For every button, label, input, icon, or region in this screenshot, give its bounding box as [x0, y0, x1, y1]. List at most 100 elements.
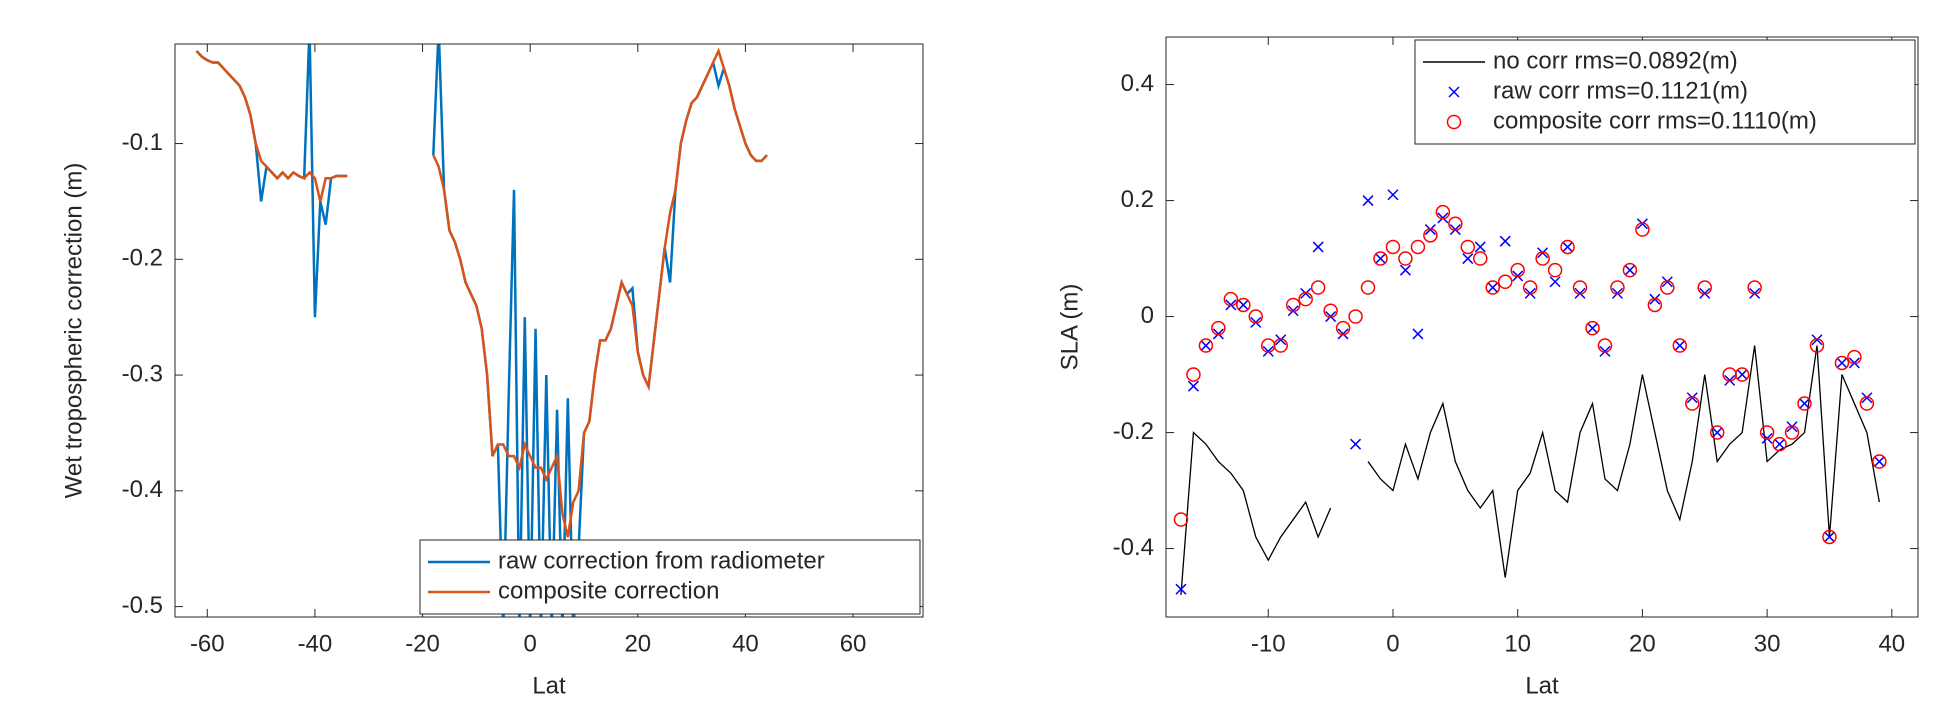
x-tick-label: 40	[732, 630, 759, 657]
marker-x	[1187, 380, 1199, 392]
y-tick-label: -0.4	[122, 476, 163, 503]
x-axis-label: Lat	[1525, 672, 1559, 699]
marker-circle	[1547, 262, 1563, 278]
marker-x	[1499, 235, 1511, 247]
marker-x	[1312, 241, 1324, 253]
line-series	[1180, 345, 1880, 596]
marker-circle	[1186, 367, 1201, 382]
marker-circle	[1597, 338, 1613, 353]
marker-circle	[1460, 239, 1476, 255]
x-tick-label: -20	[405, 630, 440, 657]
marker-circle	[1248, 309, 1264, 324]
y-tick-label: -0.2	[122, 245, 163, 272]
x-tick-label: 40	[1878, 630, 1905, 657]
y-tick-label: -0.4	[1113, 534, 1154, 561]
legend-label: raw corr rms=0.1121(m)	[1493, 77, 1748, 104]
legend-box	[1414, 39, 1916, 145]
marker-circle	[1709, 425, 1725, 440]
marker-circle	[1647, 297, 1663, 313]
axes-box	[174, 43, 924, 618]
legend-box	[419, 539, 921, 615]
marker-x	[1798, 398, 1811, 410]
marker-circle	[1323, 303, 1338, 319]
marker-circle	[1834, 355, 1850, 371]
marker-circle	[1497, 274, 1513, 290]
marker-circle	[1847, 349, 1862, 365]
marker-circle	[1273, 338, 1288, 353]
marker-circle	[1747, 280, 1762, 295]
x-tick-label: 0	[1386, 630, 1399, 657]
marker-circle	[1872, 454, 1887, 469]
marker-circle	[1759, 425, 1775, 440]
marker-x	[1374, 253, 1387, 265]
y-tick-label: -0.1	[122, 129, 163, 156]
legend-label: composite corr rms=0.1110(m)	[1493, 107, 1817, 134]
x-tick-label: 20	[624, 630, 651, 657]
x-tick-label: 20	[1629, 630, 1656, 657]
legend: no corr rms=0.0892(m) raw corr rms=0.1121…	[1414, 39, 1916, 145]
line-series	[195, 47, 768, 538]
legend: raw correction from radiometer composite …	[419, 539, 921, 615]
marker-x	[1562, 241, 1574, 253]
marker-circle	[1211, 320, 1226, 336]
marker-circle	[1223, 291, 1239, 307]
marker-circle	[1448, 216, 1463, 232]
marker-circle	[1198, 338, 1214, 353]
x-tick-label: -10	[1251, 630, 1286, 657]
marker-circle	[1173, 512, 1189, 527]
legend-label: no corr rms=0.0892(m)	[1493, 47, 1738, 74]
y-axis-label: Wet tropospheric correction (m)	[60, 163, 87, 499]
marker-x	[1412, 328, 1424, 340]
marker-x	[1736, 369, 1748, 381]
marker-x	[1387, 189, 1399, 201]
x-tick-label: 30	[1754, 630, 1781, 657]
legend-swatch	[1446, 114, 1462, 130]
marker-circle	[1348, 309, 1363, 324]
marker-circle	[1298, 291, 1313, 307]
marker-circle	[1485, 280, 1500, 295]
marker-x	[1474, 241, 1486, 253]
marker-circle	[1285, 297, 1301, 313]
axes-box	[1165, 36, 1919, 618]
y-tick-label: 0.2	[1121, 186, 1154, 213]
marker-x	[1823, 531, 1835, 543]
marker-circle	[1522, 280, 1538, 295]
marker-circle	[1373, 251, 1388, 266]
y-tick-label: 0	[1141, 302, 1154, 329]
marker-x	[1711, 427, 1723, 439]
marker-x	[1674, 340, 1686, 352]
marker-x	[1873, 456, 1885, 468]
x-axis-label: Lat	[532, 672, 566, 699]
marker-circle	[1660, 280, 1675, 295]
legend-swatch	[1448, 86, 1460, 98]
marker-x	[1200, 340, 1212, 352]
marker-circle	[1859, 396, 1875, 411]
marker-circle	[1236, 297, 1251, 313]
y-tick-label: 0.4	[1121, 70, 1154, 97]
marker-circle	[1622, 262, 1638, 278]
marker-circle	[1560, 239, 1575, 255]
x-tick-label: -60	[190, 630, 225, 657]
marker-x	[1399, 264, 1411, 276]
marker-circle	[1410, 239, 1426, 255]
marker-x	[1549, 276, 1561, 288]
marker-circle	[1423, 228, 1438, 243]
marker-x	[1350, 438, 1362, 450]
marker-x	[1237, 299, 1249, 311]
marker-x	[1586, 322, 1599, 334]
marker-circle	[1772, 436, 1787, 452]
marker-circle	[1572, 280, 1588, 295]
marker-circle	[1360, 280, 1376, 295]
marker-circle	[1809, 338, 1825, 353]
marker-circle	[1784, 425, 1800, 440]
marker-circle	[1398, 251, 1413, 266]
marker-circle	[1734, 367, 1750, 382]
marker-circle	[1697, 280, 1712, 295]
marker-x	[1462, 253, 1474, 265]
marker-circle	[1685, 396, 1700, 411]
marker-x	[1362, 195, 1374, 207]
legend-label: raw correction from radiometer	[498, 547, 825, 574]
marker-circle	[1610, 280, 1625, 295]
